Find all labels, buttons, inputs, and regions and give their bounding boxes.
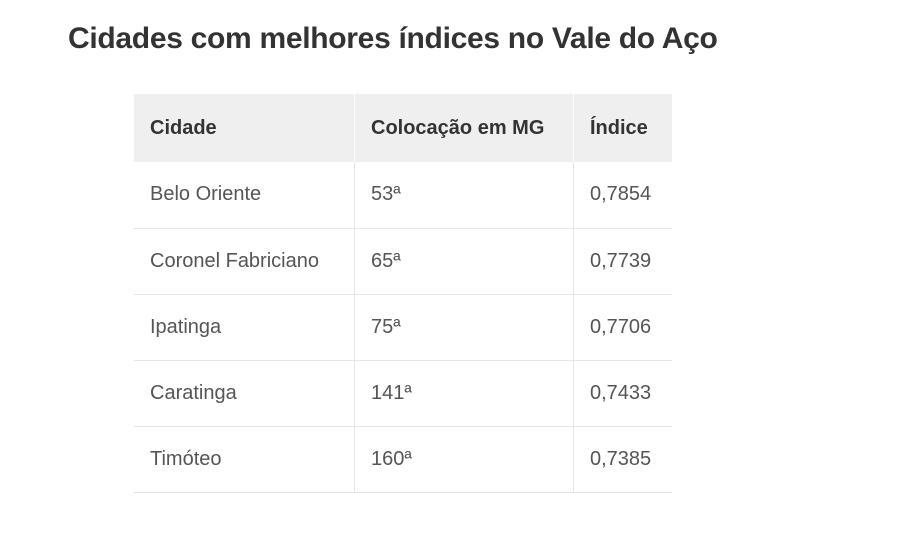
page-title: Cidades com melhores índices no Vale do … [68, 22, 718, 55]
header-colocacao: Colocação em MG [354, 94, 574, 162]
cities-table: Cidade Colocação em MG Índice Belo Orien… [134, 94, 672, 493]
cell-cidade: Timóteo [134, 426, 355, 492]
table-body: Belo Oriente 53ª 0,7854 Coronel Fabricia… [134, 162, 672, 492]
cell-cidade: Ipatinga [134, 294, 355, 360]
header-row: Cidade Colocação em MG Índice [134, 94, 672, 162]
table-header: Cidade Colocação em MG Índice [134, 94, 672, 162]
table-row: Coronel Fabriciano 65ª 0,7739 [134, 228, 672, 294]
cell-cidade: Belo Oriente [134, 162, 355, 228]
cell-indice: 0,7854 [590, 183, 652, 206]
cell-indice: 0,7739 [590, 249, 652, 272]
table-row: Ipatinga 75ª 0,7706 [134, 294, 672, 360]
cell-colocacao: 141ª [354, 360, 574, 426]
header-cidade: Cidade [134, 94, 355, 162]
cell-colocacao: 53ª [354, 162, 574, 228]
table-row: Belo Oriente 53ª 0,7854 [134, 162, 672, 228]
table-row: Caratinga 141ª 0,7433 [134, 360, 672, 426]
header-indice: Índice [590, 116, 648, 139]
cell-indice: 0,7385 [590, 447, 652, 470]
cell-indice: 0,7706 [590, 315, 652, 338]
cell-colocacao: 160ª [354, 426, 574, 492]
cell-colocacao: 65ª [354, 228, 574, 294]
cell-colocacao: 75ª [354, 294, 574, 360]
cell-cidade: Coronel Fabriciano [134, 228, 355, 294]
cell-indice: 0,7433 [590, 381, 652, 404]
cell-cidade: Caratinga [134, 360, 355, 426]
table-row: Timóteo 160ª 0,7385 [134, 426, 672, 492]
